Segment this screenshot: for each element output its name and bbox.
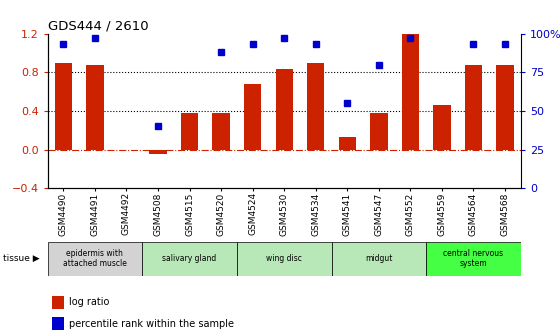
Bar	[370, 113, 388, 150]
Bar	[426, 242, 521, 276]
Bar	[55, 62, 72, 150]
Bar	[86, 66, 104, 150]
Bar	[142, 242, 237, 276]
Bar	[48, 242, 142, 276]
Text: percentile rank within the sample: percentile rank within the sample	[69, 319, 234, 329]
Bar	[339, 137, 356, 150]
Text: midgut: midgut	[365, 254, 393, 263]
Bar	[433, 105, 451, 150]
Text: wing disc: wing disc	[266, 254, 302, 263]
Bar	[276, 69, 293, 150]
Text: log ratio: log ratio	[69, 297, 109, 307]
Text: tissue ▶: tissue ▶	[3, 254, 39, 263]
Bar	[402, 34, 419, 150]
Bar	[181, 113, 198, 150]
Text: GDS444 / 2610: GDS444 / 2610	[48, 19, 148, 33]
Bar	[465, 66, 482, 150]
Text: central nervous
system: central nervous system	[444, 249, 503, 268]
Bar	[237, 242, 332, 276]
Bar	[212, 113, 230, 150]
Bar	[496, 66, 514, 150]
Bar	[52, 296, 64, 308]
Bar	[307, 62, 324, 150]
Bar	[332, 242, 426, 276]
Bar	[244, 84, 262, 150]
Bar	[150, 150, 167, 154]
Text: salivary gland: salivary gland	[162, 254, 217, 263]
Text: epidermis with
attached muscle: epidermis with attached muscle	[63, 249, 127, 268]
Bar	[52, 317, 64, 331]
